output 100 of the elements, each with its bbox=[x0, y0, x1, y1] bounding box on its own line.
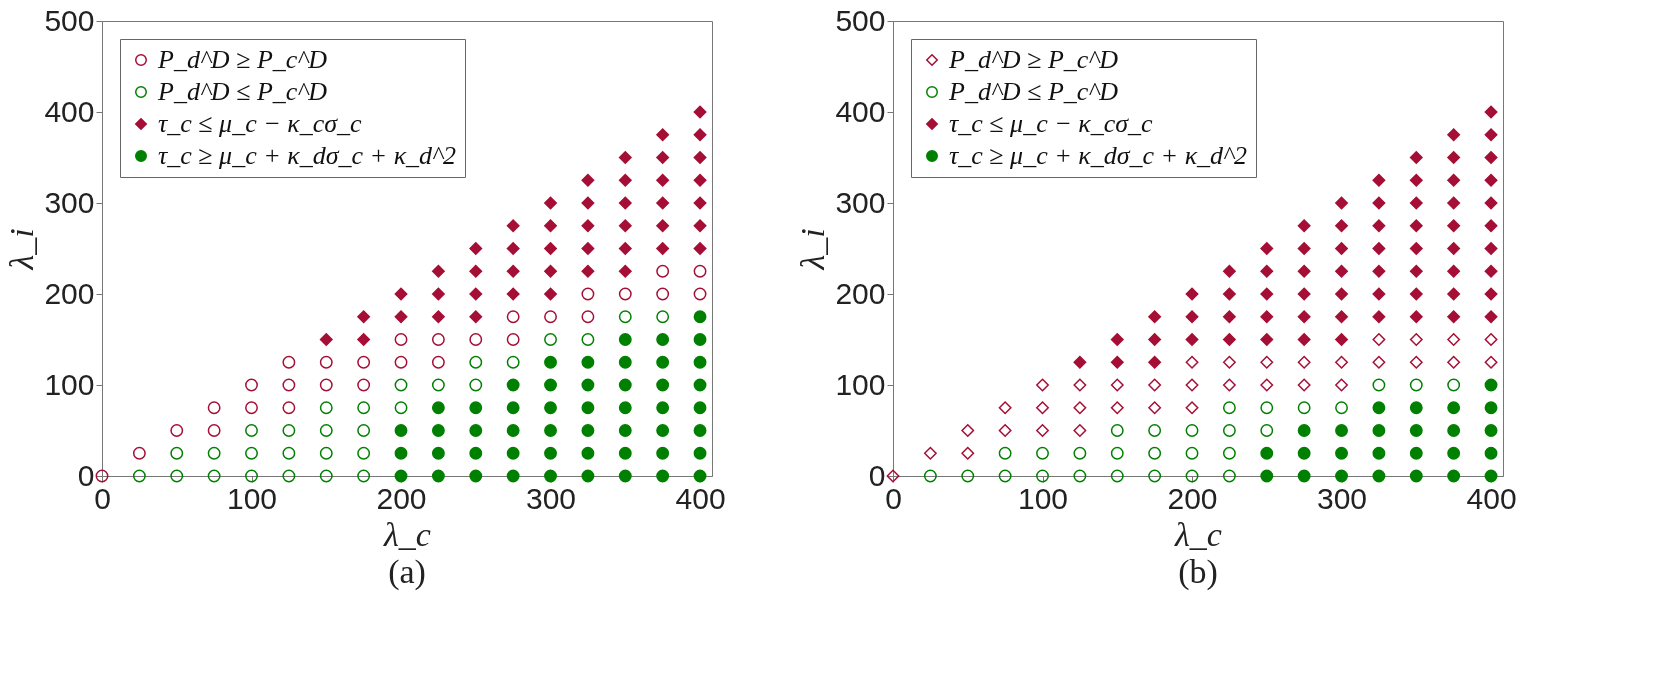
point bbox=[431, 378, 445, 392]
point bbox=[506, 242, 520, 255]
point bbox=[1372, 424, 1386, 437]
point bbox=[1110, 378, 1124, 392]
point bbox=[431, 469, 445, 483]
legend-label: P_d^D ≥ P_c^D bbox=[157, 45, 328, 74]
point bbox=[1222, 424, 1236, 437]
point bbox=[618, 424, 632, 437]
point bbox=[506, 446, 520, 460]
point bbox=[1036, 401, 1049, 415]
point bbox=[581, 242, 595, 255]
point bbox=[1409, 401, 1423, 415]
point bbox=[132, 469, 146, 483]
point bbox=[469, 446, 483, 460]
point bbox=[1335, 424, 1348, 437]
point bbox=[544, 446, 557, 460]
point bbox=[1335, 355, 1348, 369]
y-tick-label: 200 bbox=[835, 276, 886, 310]
point bbox=[1036, 424, 1049, 437]
point bbox=[1297, 355, 1311, 369]
point bbox=[1148, 469, 1162, 483]
point bbox=[282, 378, 296, 392]
point bbox=[469, 287, 483, 301]
point bbox=[1260, 355, 1274, 369]
point bbox=[1073, 446, 1087, 460]
point bbox=[544, 333, 557, 346]
point bbox=[1335, 446, 1348, 460]
point bbox=[1297, 446, 1311, 460]
point bbox=[245, 401, 258, 415]
point bbox=[618, 287, 632, 301]
point bbox=[1409, 355, 1423, 369]
x-tick-label: 100 bbox=[226, 481, 278, 515]
point bbox=[1148, 401, 1162, 415]
point bbox=[1073, 469, 1087, 483]
point bbox=[469, 264, 483, 278]
point bbox=[1409, 469, 1423, 483]
y-tick-label: 0 bbox=[868, 458, 886, 492]
point bbox=[357, 310, 371, 324]
point bbox=[581, 378, 595, 392]
point bbox=[1372, 446, 1386, 460]
point bbox=[693, 128, 707, 142]
point bbox=[923, 469, 937, 483]
legend-label: τ_c ≤ μ_c − κ_cσ_c bbox=[949, 109, 1154, 138]
point bbox=[581, 173, 595, 187]
x-tick-label: 400 bbox=[675, 481, 726, 515]
point bbox=[431, 310, 445, 324]
point bbox=[693, 151, 707, 164]
point bbox=[357, 446, 371, 460]
point bbox=[1222, 355, 1236, 369]
point bbox=[656, 401, 670, 415]
point bbox=[469, 333, 483, 346]
point bbox=[282, 424, 296, 437]
point bbox=[1297, 378, 1311, 392]
point bbox=[618, 310, 632, 324]
point bbox=[170, 446, 184, 460]
point bbox=[693, 310, 707, 324]
point bbox=[693, 196, 707, 210]
point bbox=[998, 401, 1012, 415]
point bbox=[506, 401, 520, 415]
point bbox=[431, 401, 445, 415]
point bbox=[618, 151, 632, 164]
point bbox=[1409, 333, 1423, 346]
point bbox=[1447, 401, 1461, 415]
legend-label: τ_c ≥ μ_c + κ_dσ_c + κ_d^2 bbox=[949, 141, 1248, 170]
point bbox=[245, 424, 258, 437]
point bbox=[1260, 378, 1274, 392]
y-tick-label: 300 bbox=[835, 185, 886, 219]
point bbox=[207, 446, 221, 460]
point bbox=[656, 424, 670, 437]
point bbox=[1447, 424, 1461, 437]
point bbox=[998, 424, 1012, 437]
point bbox=[544, 424, 557, 437]
point bbox=[923, 446, 937, 460]
point bbox=[245, 469, 258, 483]
point bbox=[170, 424, 184, 437]
point bbox=[618, 196, 632, 210]
point bbox=[245, 378, 258, 392]
point bbox=[693, 424, 707, 437]
point bbox=[693, 446, 707, 460]
point bbox=[394, 469, 408, 483]
y-tick-label: 400 bbox=[44, 94, 95, 128]
point bbox=[1148, 424, 1162, 437]
point bbox=[544, 469, 557, 483]
point bbox=[618, 333, 632, 346]
point bbox=[394, 333, 408, 346]
point bbox=[1335, 378, 1348, 392]
point bbox=[1484, 424, 1498, 437]
point bbox=[1447, 469, 1461, 483]
y-tick-label: 0 bbox=[77, 458, 95, 492]
point bbox=[1447, 355, 1461, 369]
y-tick-label: 100 bbox=[835, 367, 886, 401]
legend-label: P_d^D ≤ P_c^D bbox=[948, 77, 1119, 106]
point bbox=[319, 446, 333, 460]
point bbox=[1185, 446, 1199, 460]
point bbox=[544, 287, 557, 301]
point bbox=[469, 424, 483, 437]
point bbox=[1260, 424, 1274, 437]
point bbox=[357, 424, 371, 437]
point bbox=[581, 446, 595, 460]
point bbox=[506, 287, 520, 301]
